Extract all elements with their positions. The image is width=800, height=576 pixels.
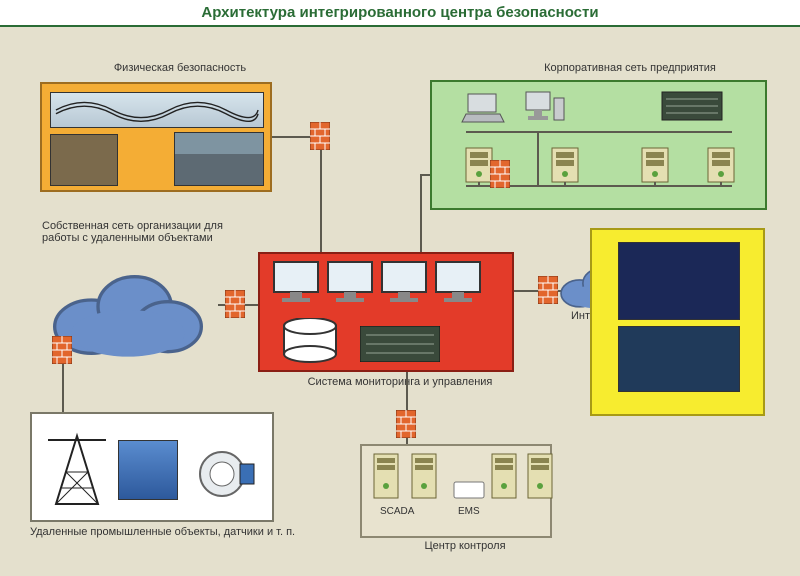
connection-line — [420, 174, 422, 252]
photo-guard — [50, 134, 118, 186]
connection-line — [514, 290, 538, 292]
corporate-devices — [432, 82, 769, 212]
photo-police — [618, 242, 740, 320]
zone-physical-security — [40, 82, 272, 192]
photo-barbed-wire — [50, 92, 264, 128]
monitor-icon — [380, 260, 428, 304]
zone-cert-isac — [590, 228, 765, 416]
monitor-icon — [272, 260, 320, 304]
zone-remote-objects — [30, 412, 274, 522]
diagram-title-text: Архитектура интегрированного центра безо… — [201, 4, 598, 21]
label-control: Центр контроля — [410, 540, 520, 552]
monitor-icon — [434, 260, 482, 304]
firewall-icon — [538, 276, 558, 304]
photo-ops-room — [618, 326, 740, 392]
label-physical: Физическая безопасность — [100, 62, 260, 74]
diagram-title: Архитектура интегрированного центра безо… — [0, 0, 800, 27]
label-core: Система мониторинга и управления — [290, 376, 510, 388]
label-corporate: Корпоративная сеть предприятия — [520, 62, 740, 74]
photo-powerline — [118, 440, 178, 500]
zone-corporate-network — [430, 80, 767, 210]
firewall-icon — [490, 160, 510, 188]
database-cylinder-icon — [282, 318, 338, 364]
connection-line — [272, 136, 310, 138]
label-scada: SCADA — [380, 506, 414, 517]
monitor-row — [272, 260, 482, 304]
firewall-icon — [310, 122, 330, 150]
sensor-gauge-icon — [192, 448, 256, 500]
firewall-icon — [396, 410, 416, 438]
monitor-icon — [326, 260, 374, 304]
rack-server-icon — [360, 326, 440, 362]
label-remote: Удаленные промышленные объекты, датчики … — [30, 526, 310, 538]
firewall-icon — [225, 290, 245, 318]
firewall-icon — [52, 336, 72, 364]
connection-line — [320, 136, 322, 252]
label-own-network: Собственная сеть организации для работы … — [42, 220, 252, 244]
photo-fortress — [174, 132, 264, 186]
antenna-icon — [48, 432, 106, 508]
zone-control-center: SCADA EMS — [360, 444, 552, 538]
zone-monitoring-core — [258, 252, 514, 372]
label-ems: EMS — [458, 506, 480, 517]
